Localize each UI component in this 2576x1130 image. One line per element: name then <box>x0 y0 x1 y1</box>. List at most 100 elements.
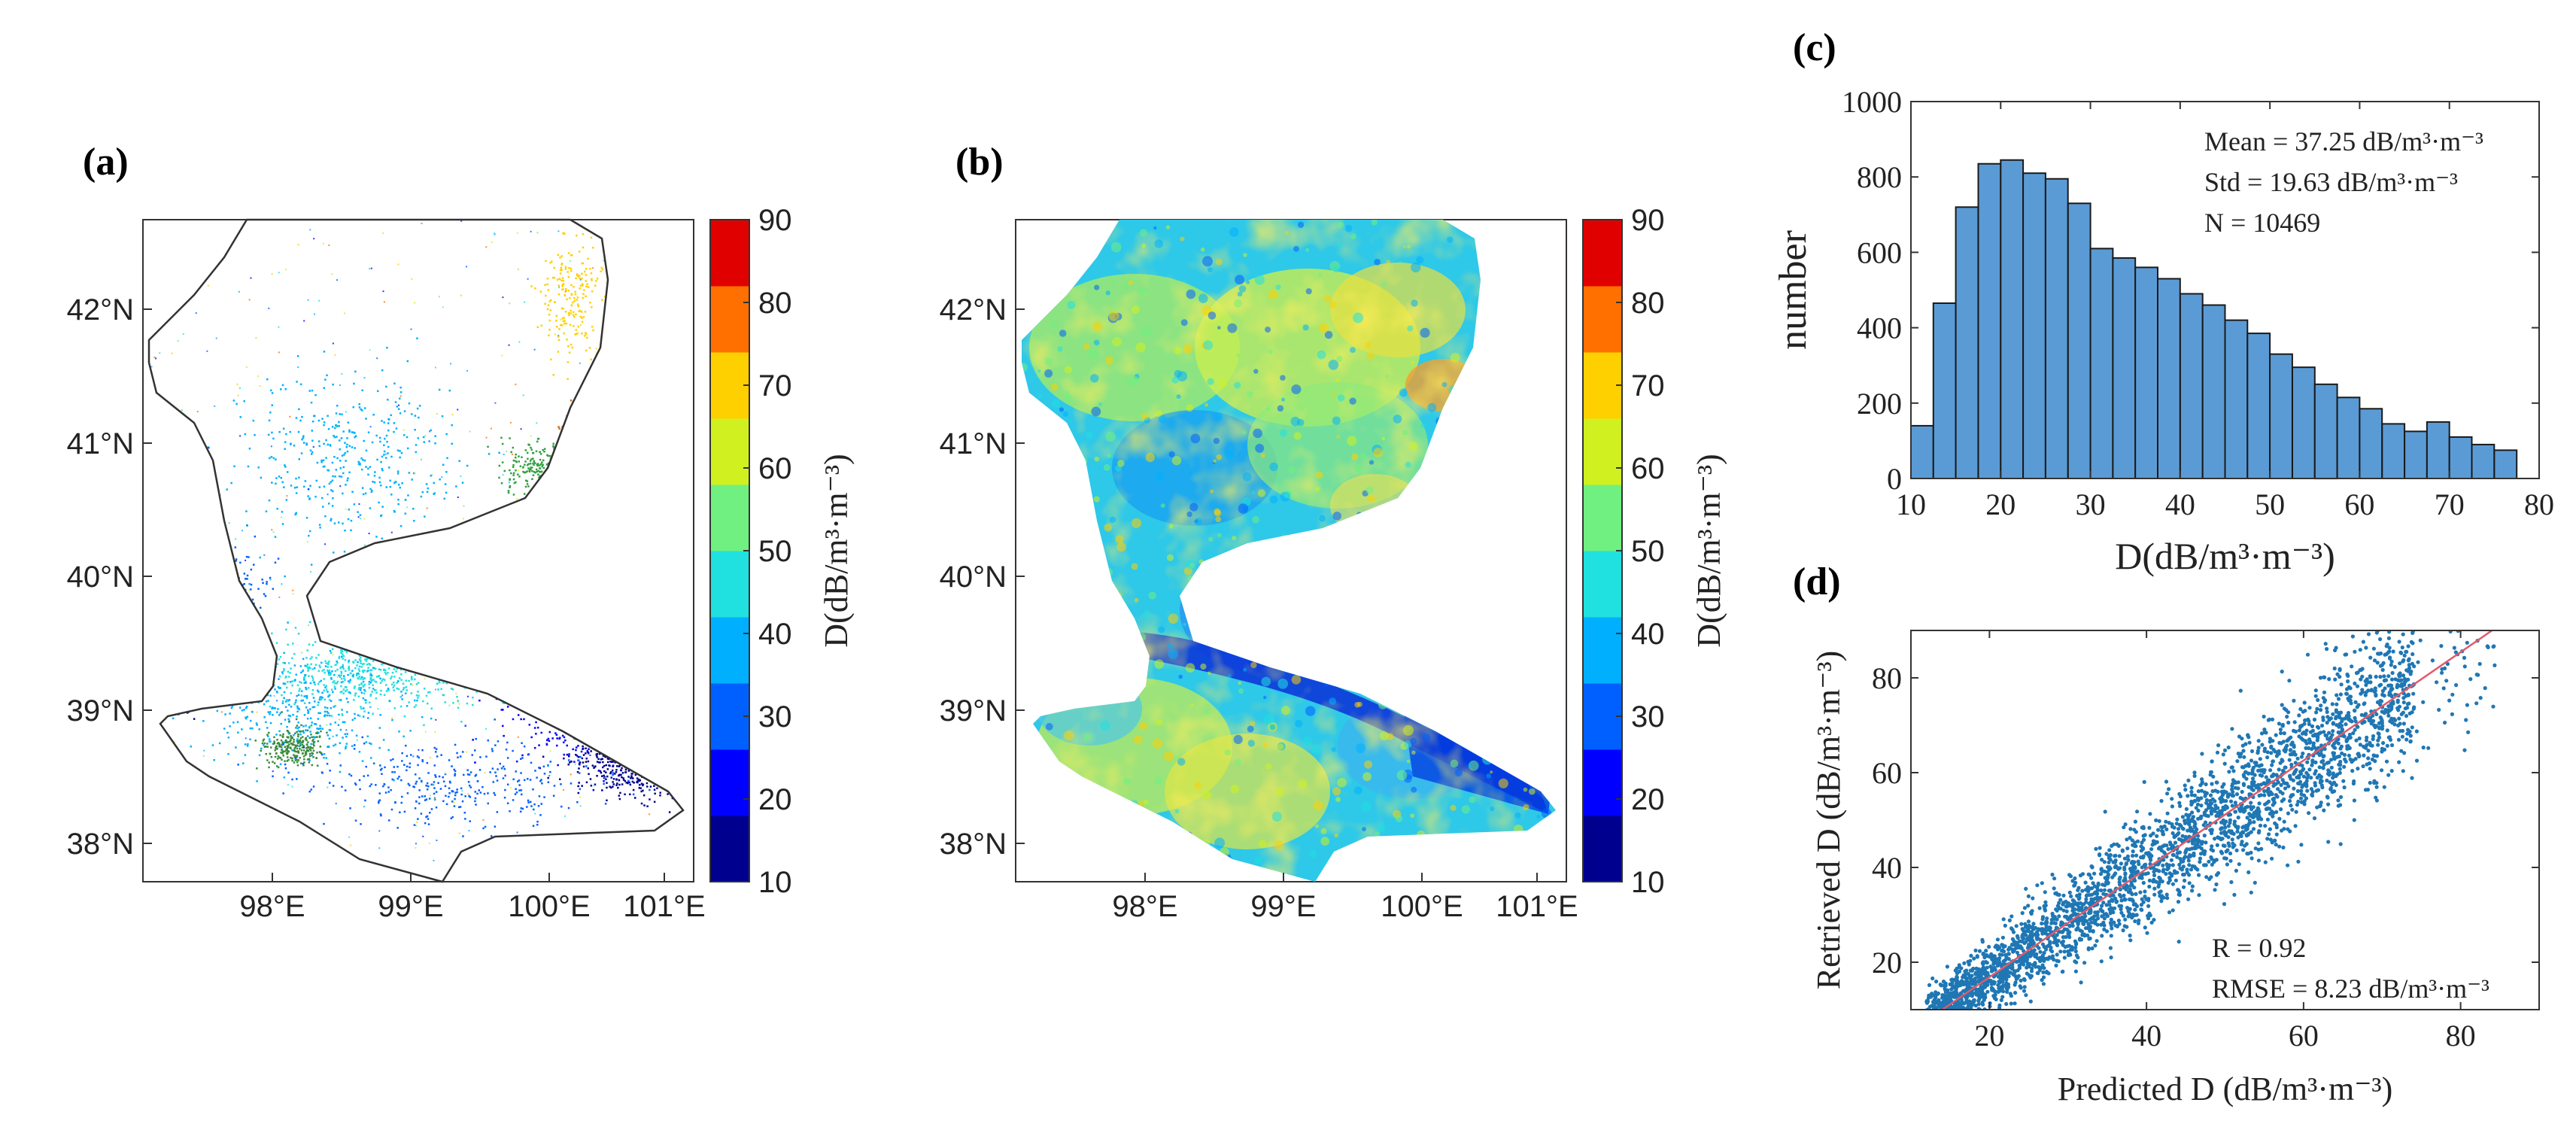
scatter-point <box>2141 854 2146 858</box>
scatter-point <box>2376 738 2380 743</box>
scatter-point <box>2271 784 2276 788</box>
scatter-point <box>2380 727 2385 731</box>
scatter-point <box>2084 919 2088 923</box>
scatter-point <box>1964 1010 1967 1013</box>
scatter-point <box>1964 981 1968 986</box>
scatter-point <box>1935 1032 1939 1036</box>
scatter-point <box>2034 952 2039 956</box>
scatter-point <box>1955 990 1959 995</box>
scatter-point <box>2326 802 2331 806</box>
scatter-point <box>2368 675 2373 679</box>
scatter-point <box>2346 715 2350 720</box>
scatter-point <box>2389 692 2393 697</box>
scatter-point <box>1941 1020 1945 1024</box>
scatter-point <box>2346 673 2350 679</box>
scatter-point <box>2407 657 2411 661</box>
scatter-point <box>2322 690 2327 694</box>
scatter-point <box>2492 644 2496 649</box>
scatter-point <box>2070 902 2074 907</box>
scatter-point <box>2046 957 2050 961</box>
scatter-point <box>2055 958 2059 963</box>
scatter-point <box>1927 1037 1930 1041</box>
scatter-point <box>2067 924 2072 928</box>
scatter-point <box>2231 782 2235 786</box>
scatter-point <box>2198 860 2202 864</box>
scatter-point <box>1937 1022 1941 1025</box>
scatter-point <box>2426 746 2431 750</box>
scatter-point <box>2313 781 2317 785</box>
scatter-point <box>1930 1031 1934 1035</box>
lat-tick-label: 38°N <box>940 828 1007 861</box>
scatter-point <box>2141 826 2146 831</box>
scatter-point <box>2245 816 2249 820</box>
scatter-point <box>2117 892 2122 898</box>
scatter-point <box>2338 759 2343 764</box>
scatter-point <box>2236 825 2240 829</box>
scatter-points <box>1924 539 2502 1041</box>
colorbar-segment <box>1583 816 1622 882</box>
scatter-point <box>2190 864 2195 868</box>
scatter-point <box>2305 788 2310 793</box>
colorbar-tick-label: 90 <box>758 204 792 237</box>
scatter-point <box>2071 912 2076 916</box>
scatter-point <box>2286 863 2290 867</box>
scatter-point <box>2292 720 2297 724</box>
scatter-point <box>2037 968 2042 973</box>
scatter-point <box>2272 800 2277 804</box>
scatter-point <box>2108 921 2113 925</box>
scatter-point <box>2057 906 2062 910</box>
scatter-point <box>2220 793 2225 797</box>
scatter-point <box>2462 539 2465 542</box>
scatter-point <box>2418 638 2423 642</box>
scatter-point <box>2321 718 2325 722</box>
scatter-point <box>1982 998 1986 1002</box>
scatter-point <box>2133 907 2137 912</box>
scatter-point <box>2110 875 2115 879</box>
scatter-point <box>2312 717 2317 722</box>
colorbar-segment <box>1583 551 1622 618</box>
scatter-point <box>2088 928 2092 933</box>
scatter-point <box>2381 741 2386 746</box>
scatter-point <box>2347 732 2352 737</box>
scatter-point <box>2243 770 2248 774</box>
scatter-point <box>2362 753 2366 758</box>
scatter-point <box>2214 813 2219 819</box>
scatter-point <box>2094 846 2098 851</box>
scatter-point <box>2339 682 2344 687</box>
scatter-point <box>1955 1010 1958 1014</box>
scatter-point <box>2157 875 2161 880</box>
scatter-point <box>2149 834 2153 838</box>
scatter-point <box>1940 1030 1944 1034</box>
histogram-bar <box>2381 423 2406 480</box>
scatter-point <box>2498 579 2502 583</box>
scatter-point <box>2185 867 2189 872</box>
scatter-point <box>2391 701 2395 706</box>
scatter-point <box>2269 751 2274 755</box>
scatter-point <box>2356 703 2361 707</box>
scatter-point <box>2088 917 2092 922</box>
scatter-point <box>1957 1025 1961 1029</box>
lat-ticks-b: 42°N41°N40°N39°N38°N <box>940 293 1025 861</box>
scatter-point <box>1993 992 1997 997</box>
scatter-point <box>2199 788 2204 793</box>
scatter-point <box>2029 930 2034 934</box>
scatter-point <box>1928 1014 1932 1018</box>
scatter-point <box>1992 980 1997 985</box>
scatter-point <box>2350 664 2354 669</box>
lat-tick-label: 41°N <box>67 427 134 460</box>
scatter-point <box>1981 1002 1985 1007</box>
colorbar-tick-label: 40 <box>758 618 792 651</box>
colorbar-segment <box>1583 352 1622 419</box>
scatter-point <box>2134 904 2140 909</box>
scatter-point <box>2402 653 2407 658</box>
scatter-point <box>2178 803 2183 808</box>
scatter-point <box>1999 985 2003 989</box>
lon-tick-label: 101°E <box>623 890 705 923</box>
scatter-point <box>2331 721 2335 725</box>
scatter-point <box>2310 790 2315 794</box>
scatter-point <box>2150 843 2155 847</box>
scatter-point <box>2344 739 2349 743</box>
scatter-point <box>2295 788 2300 794</box>
scatter-point <box>2400 645 2404 650</box>
scatter-point <box>2164 827 2169 831</box>
